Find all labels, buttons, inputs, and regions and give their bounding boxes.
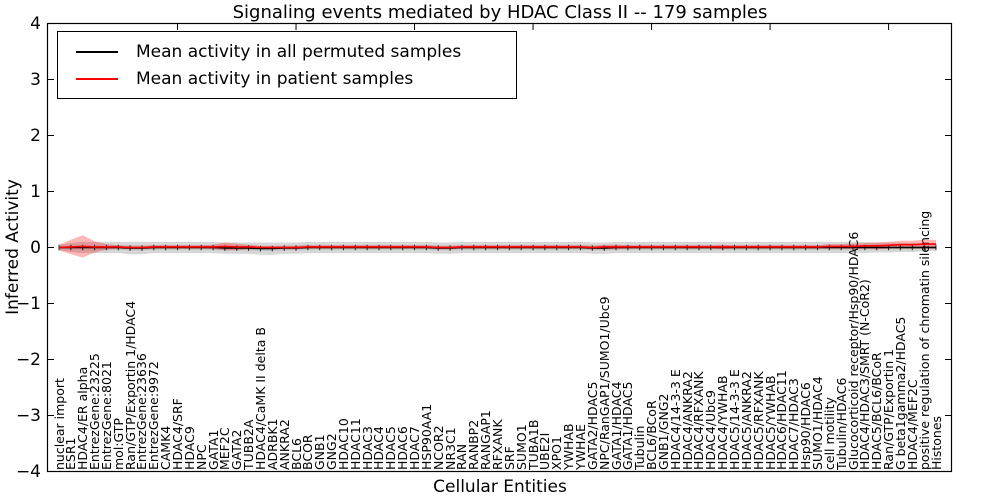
x-tick-label: positive regulation of chromatin silenci… <box>916 210 932 470</box>
point-markers <box>58 244 937 252</box>
legend: Mean activity in all permuted samples Me… <box>57 31 517 99</box>
permuted-band <box>59 241 936 255</box>
legend-line-patient <box>76 77 118 80</box>
y-tick-label: 3 <box>30 69 41 90</box>
patient-band <box>59 235 936 258</box>
chart-title: Signaling events mediated by HDAC Class … <box>232 2 768 23</box>
y-tick-label: 1 <box>30 181 41 202</box>
y-tick-label: 0 <box>30 237 41 258</box>
y-tick-label: −1 <box>15 293 41 314</box>
y-tick-label: 4 <box>30 13 41 34</box>
permuted-band-core <box>59 245 936 251</box>
y-tick-label: 2 <box>30 125 41 146</box>
patient-mean-line <box>58 243 936 249</box>
legend-item-patient: Mean activity in patient samples <box>58 65 516 92</box>
permuted-mean-line <box>59 246 936 250</box>
x-axis-label: Cellular Entities <box>433 477 567 497</box>
legend-label-patient: Mean activity in patient samples <box>136 68 414 89</box>
y-tick-label: −4 <box>15 461 41 482</box>
x-tick-label: NPC/RanGAP1/SUMO1/Ubc9 <box>596 296 612 470</box>
legend-line-permuted <box>76 50 118 53</box>
legend-item-permuted: Mean activity in all permuted samples <box>58 38 516 65</box>
legend-label-permuted: Mean activity in all permuted samples <box>136 41 462 62</box>
y-tick-label: −2 <box>15 349 41 370</box>
y-tick-label: −3 <box>15 405 41 426</box>
x-tick-label: Histones <box>928 415 944 470</box>
